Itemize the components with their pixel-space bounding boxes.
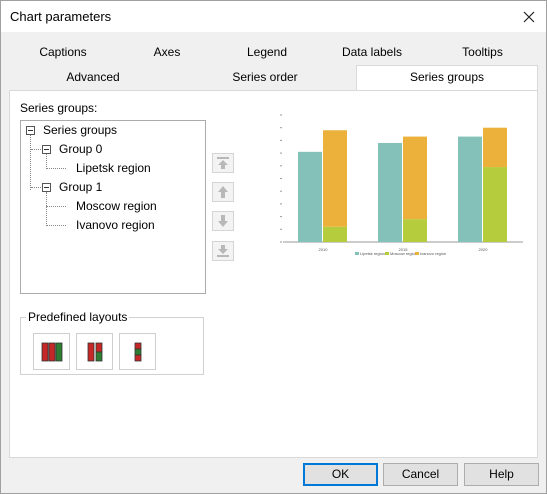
tree-node-series[interactable]: Moscow region xyxy=(76,197,157,216)
tab-series-groups[interactable]: Series groups xyxy=(356,65,538,90)
series-groups-panel: Series groups: Series groups Group 0 Lip… xyxy=(9,90,538,458)
tree-line xyxy=(30,135,31,190)
move-down-icon xyxy=(216,214,230,228)
tab-row-1: Captions Axes Legend Data labels Tooltip… xyxy=(9,41,538,64)
legend-label: Ivanovo region xyxy=(420,251,446,256)
move-up-button[interactable] xyxy=(212,182,234,202)
tab-row-2: Advanced Series order Series groups xyxy=(9,66,538,89)
x-tick-label: 2020 xyxy=(479,247,489,252)
layout-one-column-button[interactable] xyxy=(119,333,156,370)
move-to-bottom-button[interactable] xyxy=(212,241,234,261)
title-bar: Chart parameters xyxy=(1,1,546,32)
layout-three-columns-icon xyxy=(41,341,63,363)
tree-node-root[interactable]: Series groups xyxy=(43,121,117,140)
tree-node-series[interactable]: Ivanovo region xyxy=(76,216,155,235)
series-groups-tree[interactable]: Series groups Group 0 Lipetsk region Gro… xyxy=(20,120,206,294)
dialog-title: Chart parameters xyxy=(10,9,111,24)
tree-node-group-1[interactable]: Group 1 xyxy=(59,178,102,197)
layout-three-columns-button[interactable] xyxy=(33,333,70,370)
chart-bar xyxy=(298,152,322,242)
tab-captions[interactable]: Captions xyxy=(9,41,117,64)
tree-line xyxy=(31,149,41,150)
move-to-bottom-icon xyxy=(216,244,230,258)
legend-swatch xyxy=(415,252,419,255)
chart-bar xyxy=(483,128,507,167)
tab-legend[interactable]: Legend xyxy=(217,41,317,64)
move-up-icon xyxy=(216,185,230,199)
layout-two-columns-button[interactable] xyxy=(76,333,113,370)
legend-swatch xyxy=(355,252,359,255)
tab-series-order[interactable]: Series order xyxy=(177,66,353,89)
tab-axes[interactable]: Axes xyxy=(117,41,217,64)
close-icon xyxy=(523,11,535,23)
tree-node-group-0[interactable]: Group 0 xyxy=(59,140,102,159)
tree-node-series[interactable]: Lipetsk region xyxy=(76,159,151,178)
layout-two-columns-icon xyxy=(84,341,106,363)
move-to-top-icon xyxy=(216,156,230,170)
chart-bar xyxy=(403,137,427,220)
legend-label: Lipetsk region xyxy=(360,251,385,256)
legend-label: Moscow region xyxy=(390,251,417,256)
tree-line xyxy=(46,206,66,207)
legend-swatch xyxy=(385,252,389,255)
move-down-button[interactable] xyxy=(212,211,234,231)
ok-button[interactable]: OK xyxy=(303,463,378,486)
x-tick-label: 2010 xyxy=(319,247,329,252)
help-button[interactable]: Help xyxy=(464,463,539,486)
tab-advanced[interactable]: Advanced xyxy=(9,66,177,89)
tree-line xyxy=(31,187,41,188)
layout-one-column-icon xyxy=(127,341,149,363)
chart-bar xyxy=(403,219,427,242)
move-to-top-button[interactable] xyxy=(212,153,234,173)
tree-line xyxy=(46,154,47,169)
predefined-layouts-group: Predefined layouts xyxy=(20,317,204,375)
chart-bar xyxy=(483,167,507,242)
tab-tooltips[interactable]: Tooltips xyxy=(427,41,538,64)
close-button[interactable] xyxy=(512,1,546,32)
tree-line xyxy=(46,168,66,169)
tab-data-labels[interactable]: Data labels xyxy=(317,41,427,64)
series-groups-label: Series groups: xyxy=(20,101,97,115)
chart-bar xyxy=(323,130,347,227)
tree-line xyxy=(46,192,47,226)
tree-line xyxy=(46,225,66,226)
collapse-icon[interactable] xyxy=(42,183,51,192)
chart-bar xyxy=(323,227,347,242)
predefined-layouts-label: Predefined layouts xyxy=(26,310,129,324)
cancel-button[interactable]: Cancel xyxy=(383,463,458,486)
chart-bar xyxy=(458,137,482,242)
collapse-icon[interactable] xyxy=(42,145,51,154)
chart-bar xyxy=(378,143,402,242)
collapse-icon[interactable] xyxy=(26,126,35,135)
